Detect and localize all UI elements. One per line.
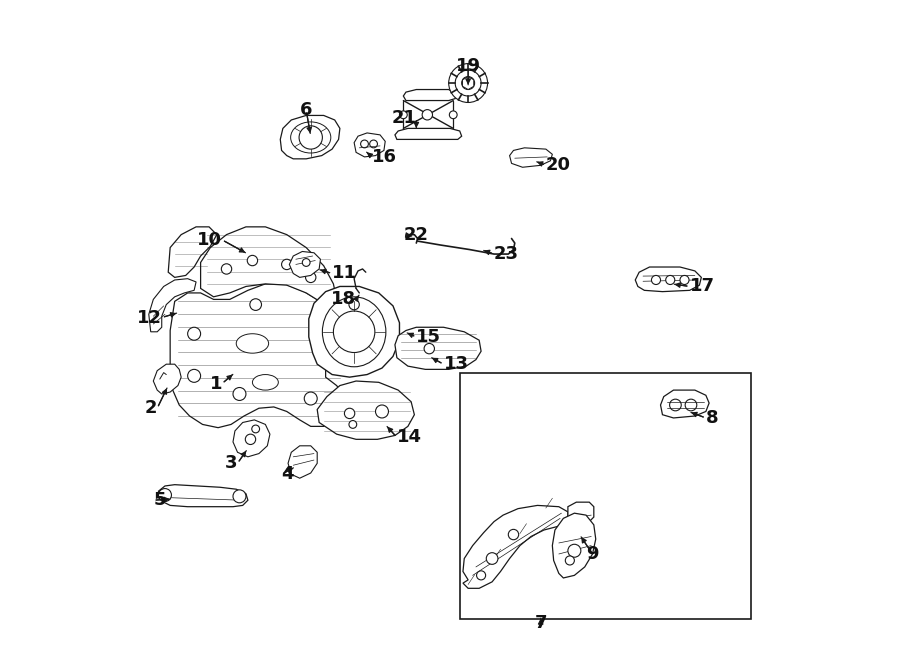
Circle shape bbox=[568, 544, 580, 557]
Text: 15: 15 bbox=[417, 328, 441, 346]
Circle shape bbox=[233, 387, 246, 401]
Circle shape bbox=[246, 434, 256, 444]
Circle shape bbox=[565, 556, 574, 565]
Text: 1: 1 bbox=[210, 375, 222, 393]
Polygon shape bbox=[280, 116, 340, 159]
Circle shape bbox=[305, 272, 316, 282]
Circle shape bbox=[187, 327, 201, 340]
Circle shape bbox=[187, 369, 201, 382]
Circle shape bbox=[455, 70, 482, 96]
Circle shape bbox=[248, 255, 257, 266]
Polygon shape bbox=[354, 133, 385, 157]
Text: 8: 8 bbox=[706, 409, 718, 427]
Circle shape bbox=[508, 529, 518, 540]
Circle shape bbox=[361, 140, 368, 148]
Polygon shape bbox=[290, 251, 320, 278]
Polygon shape bbox=[288, 446, 317, 478]
Circle shape bbox=[345, 408, 355, 418]
Circle shape bbox=[400, 111, 407, 119]
Polygon shape bbox=[509, 148, 553, 167]
Circle shape bbox=[449, 111, 457, 119]
Polygon shape bbox=[395, 128, 462, 139]
Text: 11: 11 bbox=[332, 264, 357, 282]
Text: 23: 23 bbox=[494, 245, 519, 263]
Text: 18: 18 bbox=[331, 290, 356, 309]
Circle shape bbox=[282, 259, 292, 270]
Polygon shape bbox=[317, 381, 414, 440]
Circle shape bbox=[477, 571, 486, 580]
Text: 10: 10 bbox=[197, 231, 222, 249]
Circle shape bbox=[250, 299, 262, 311]
Text: 21: 21 bbox=[392, 109, 417, 127]
Circle shape bbox=[422, 110, 433, 120]
Circle shape bbox=[424, 344, 435, 354]
Text: 9: 9 bbox=[586, 545, 598, 563]
Circle shape bbox=[252, 425, 259, 433]
Text: 7: 7 bbox=[535, 614, 547, 633]
Circle shape bbox=[158, 488, 172, 502]
Polygon shape bbox=[148, 279, 196, 332]
Bar bbox=[460, 373, 752, 619]
Circle shape bbox=[486, 553, 498, 564]
Text: 14: 14 bbox=[397, 428, 422, 446]
Circle shape bbox=[652, 276, 661, 284]
Circle shape bbox=[370, 140, 377, 148]
Polygon shape bbox=[201, 227, 337, 306]
Polygon shape bbox=[309, 286, 400, 377]
Polygon shape bbox=[568, 502, 594, 526]
Polygon shape bbox=[553, 513, 596, 578]
Text: 6: 6 bbox=[300, 101, 312, 119]
Ellipse shape bbox=[291, 122, 331, 153]
Polygon shape bbox=[635, 267, 701, 292]
Text: 3: 3 bbox=[225, 454, 238, 473]
Circle shape bbox=[449, 63, 488, 102]
Text: 16: 16 bbox=[373, 148, 397, 166]
Polygon shape bbox=[170, 284, 345, 428]
Text: 17: 17 bbox=[689, 278, 715, 295]
Circle shape bbox=[349, 420, 356, 428]
Circle shape bbox=[375, 405, 389, 418]
Polygon shape bbox=[233, 420, 270, 457]
Text: 5: 5 bbox=[153, 491, 166, 509]
Circle shape bbox=[304, 392, 317, 405]
Ellipse shape bbox=[236, 334, 268, 353]
Text: 20: 20 bbox=[546, 156, 571, 175]
Circle shape bbox=[666, 276, 675, 284]
Circle shape bbox=[462, 77, 474, 89]
Circle shape bbox=[680, 276, 689, 284]
Polygon shape bbox=[153, 364, 181, 394]
Polygon shape bbox=[168, 227, 217, 278]
Polygon shape bbox=[463, 506, 568, 588]
Text: 22: 22 bbox=[403, 225, 428, 244]
Text: 4: 4 bbox=[282, 465, 294, 483]
Circle shape bbox=[670, 399, 681, 411]
Circle shape bbox=[333, 311, 375, 352]
Polygon shape bbox=[661, 390, 709, 418]
Polygon shape bbox=[158, 485, 248, 507]
Polygon shape bbox=[395, 327, 482, 369]
Text: 2: 2 bbox=[145, 399, 158, 417]
Circle shape bbox=[349, 299, 359, 310]
Text: 19: 19 bbox=[455, 58, 481, 75]
Circle shape bbox=[233, 490, 246, 503]
Ellipse shape bbox=[322, 297, 386, 367]
Text: 12: 12 bbox=[137, 309, 162, 327]
Circle shape bbox=[299, 126, 322, 149]
Circle shape bbox=[685, 399, 697, 411]
Text: 13: 13 bbox=[444, 355, 469, 373]
Polygon shape bbox=[463, 77, 473, 89]
Ellipse shape bbox=[252, 375, 278, 390]
Polygon shape bbox=[403, 89, 456, 100]
Circle shape bbox=[221, 264, 231, 274]
Circle shape bbox=[302, 258, 310, 266]
